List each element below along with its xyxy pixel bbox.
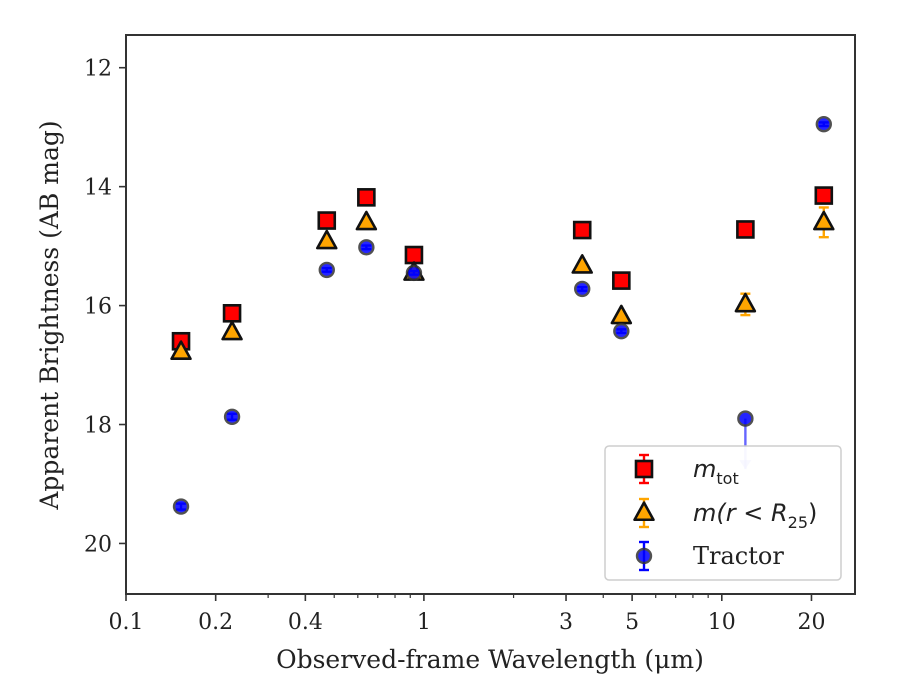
y-tick-label: 16	[84, 295, 112, 320]
x-tick-label: 5	[625, 610, 639, 635]
data-point-mr25	[316, 229, 338, 250]
data-point-mr25	[355, 210, 378, 231]
data-point-tractor	[172, 498, 190, 515]
y-tick-label: 12	[84, 57, 112, 82]
legend-label-tail: )	[808, 499, 817, 527]
x-tick-label: 20	[797, 610, 825, 635]
legend-marker-mr25	[633, 501, 655, 522]
legend-box	[604, 445, 842, 581]
data-point-mtot	[612, 271, 631, 290]
data-point-mtot	[222, 304, 242, 323]
data-point-tractor	[223, 408, 241, 425]
data-point-tractor	[318, 261, 335, 279]
data-point-mtot	[572, 220, 592, 240]
legend-label-mr25: m(r < R25)	[693, 499, 817, 532]
legend-marker-tractor	[635, 547, 653, 565]
y-tick-label: 18	[84, 414, 112, 439]
data-point-tractor	[737, 410, 754, 427]
legend-label-subscript: 25	[788, 513, 808, 532]
legend-marker-mtot	[634, 459, 654, 479]
plot-frame	[125, 34, 856, 595]
legend-label-tractor: Tractor	[693, 542, 784, 570]
data-point-mr25	[170, 340, 192, 361]
y-tick-label: 20	[84, 532, 112, 557]
data-point-tractor	[613, 322, 630, 340]
y-axis-label: Apparent Brightness (AB mag)	[35, 120, 64, 510]
data-point-mtot	[814, 186, 834, 205]
data-point-mtot	[317, 211, 337, 230]
data-point-tractor	[574, 280, 591, 298]
legend-label-subscript: tot	[716, 469, 738, 488]
data-point-tractor	[405, 264, 423, 282]
legend-label-mtot: mtot	[693, 455, 739, 488]
legend-label-main: m(r < R	[693, 499, 788, 527]
legend: mtot m(r < R25) Tractor	[604, 445, 842, 581]
y-tick-label: 14	[84, 176, 112, 201]
marks-layer	[170, 116, 835, 515]
x-tick-label: 0.1	[109, 610, 144, 635]
legend-label-main: Tractor	[693, 542, 784, 570]
legend-label-main: m	[693, 455, 716, 483]
data-point-mr25	[571, 254, 593, 274]
data-point-mr25	[221, 320, 243, 341]
x-tick-label: 1	[417, 610, 431, 635]
x-axis-label: Observed-frame Wavelength (μm)	[276, 645, 704, 674]
data-point-mr25	[813, 210, 835, 231]
x-tick-label: 10	[708, 610, 736, 635]
data-point-mr25	[734, 292, 757, 313]
x-tick-label: 0.4	[288, 610, 323, 635]
data-point-tractor	[358, 239, 375, 256]
x-tick-label: 0.2	[198, 610, 233, 635]
x-tick-label: 3	[559, 610, 573, 635]
data-point-mtot	[736, 220, 755, 239]
data-point-mtot	[357, 188, 376, 207]
ticks-layer: 0.1 0.2 0.4 1 3 5 10 20 12 14 16 18 20	[84, 57, 825, 635]
data-point-mtot	[404, 245, 424, 265]
series-mtot	[171, 186, 834, 351]
data-point-tractor	[815, 116, 832, 133]
